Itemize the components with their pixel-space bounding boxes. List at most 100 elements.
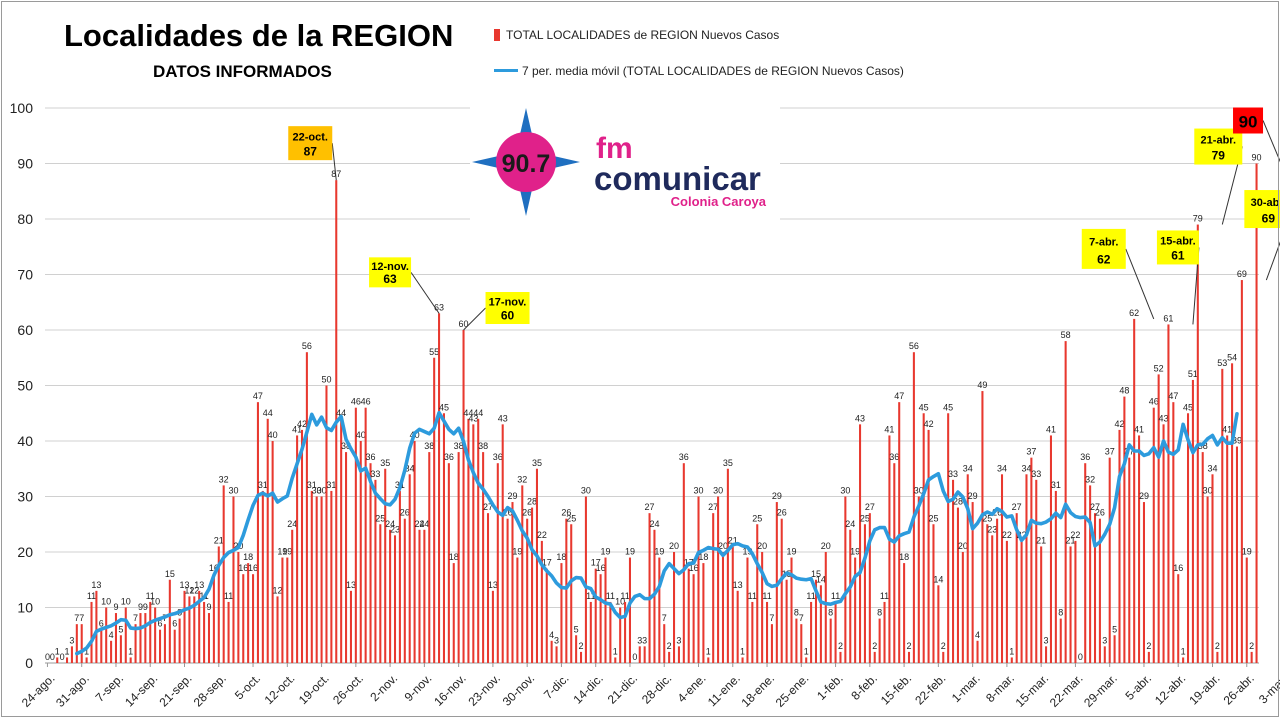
bar-value-label: 16 xyxy=(1173,563,1183,573)
bar xyxy=(1108,457,1111,663)
callout-leader xyxy=(1262,120,1280,163)
bar xyxy=(100,629,103,663)
bar xyxy=(222,485,225,663)
bar xyxy=(418,529,421,663)
bar-value-label: 42 xyxy=(1114,419,1124,429)
bar xyxy=(1030,457,1033,663)
bar-value-label: 41 xyxy=(1222,424,1232,434)
callout-value: 62 xyxy=(1097,252,1111,266)
y-tick-label: 30 xyxy=(17,489,33,505)
bar-value-label: 69 xyxy=(1237,269,1247,279)
bar xyxy=(873,651,876,663)
bar-value-label: 16 xyxy=(248,563,258,573)
bar-value-label: 17 xyxy=(542,558,552,568)
bar xyxy=(717,496,720,663)
bar-value-label: 1 xyxy=(55,646,60,656)
y-tick-label: 20 xyxy=(17,544,33,560)
bar xyxy=(340,418,343,663)
bar-value-label: 49 xyxy=(977,380,987,390)
bar xyxy=(981,391,984,663)
callout-leader xyxy=(1125,248,1155,320)
bar xyxy=(589,601,592,663)
x-tick-label: 24-ago. xyxy=(19,671,58,710)
bar-value-label: 4 xyxy=(109,630,114,640)
bar xyxy=(780,518,783,663)
bar-value-label: 24 xyxy=(649,519,659,529)
bar xyxy=(1221,368,1224,663)
bar-value-label: 6 xyxy=(99,619,104,629)
bar-value-label: 12 xyxy=(189,585,199,595)
bar-value-label: 56 xyxy=(302,341,312,351)
fm-comunicar-logo: 90.7 fm comunicar Colonia Caroya xyxy=(470,106,780,222)
callout-value: 90 xyxy=(1239,112,1258,131)
bar-value-label: 1 xyxy=(804,646,809,656)
bar xyxy=(668,651,671,663)
bar-value-label: 29 xyxy=(968,491,978,501)
x-tick-label: 22-mar. xyxy=(1047,671,1086,710)
bar xyxy=(1005,540,1008,663)
bar-value-label: 16 xyxy=(596,563,606,573)
bar-value-label: 3 xyxy=(676,635,681,645)
logo-brand-top: fm xyxy=(596,132,633,165)
bar-value-label: 34 xyxy=(1021,463,1031,473)
bar xyxy=(207,613,211,663)
bar xyxy=(114,613,118,663)
y-tick-label: 10 xyxy=(17,600,33,616)
bar xyxy=(531,507,534,663)
bar-value-label: 27 xyxy=(1090,502,1100,512)
bar-value-label: 22 xyxy=(1017,530,1027,540)
bar xyxy=(540,540,543,663)
bar xyxy=(746,557,749,663)
bar xyxy=(628,557,631,663)
bar-value-label: 30 xyxy=(914,486,924,496)
bar-value-label: 55 xyxy=(429,347,439,357)
bar-value-label: 41 xyxy=(1046,424,1056,434)
bar-value-label: 5 xyxy=(1112,624,1117,634)
bar xyxy=(976,640,979,663)
bar xyxy=(624,601,627,663)
bar-value-label: 36 xyxy=(444,452,454,462)
bar xyxy=(692,574,695,663)
bar-value-label: 22 xyxy=(537,530,547,540)
bar-value-label: 60 xyxy=(459,319,469,329)
bar-value-label: 14 xyxy=(933,574,943,584)
bar-value-label: 13 xyxy=(180,580,190,590)
bar-value-label: 20 xyxy=(718,541,728,551)
bar xyxy=(183,590,186,663)
bar-value-label: 9 xyxy=(113,602,118,612)
bar-value-label: 44 xyxy=(463,408,473,418)
bar-value-label: 0 xyxy=(632,652,637,662)
bar xyxy=(1035,479,1038,663)
bar-value-label: 25 xyxy=(928,513,938,523)
bar-value-label: 10 xyxy=(121,597,131,607)
bar-value-label: 12 xyxy=(273,585,283,595)
bar xyxy=(1103,646,1106,663)
bar-value-label: 21 xyxy=(214,535,224,545)
bar xyxy=(555,646,558,663)
bar-value-label: 27 xyxy=(1012,502,1022,512)
bar xyxy=(819,585,822,663)
bar xyxy=(296,435,299,663)
bar-value-label: 3 xyxy=(1102,635,1107,645)
bar xyxy=(1025,474,1028,663)
bar-value-label: 2 xyxy=(906,641,911,651)
bar xyxy=(188,596,191,663)
bar-value-label: 27 xyxy=(865,502,875,512)
bar xyxy=(1040,546,1043,663)
logo-brand-main: comunicar xyxy=(594,160,761,197)
bar xyxy=(217,546,220,663)
bar xyxy=(956,507,959,663)
bar xyxy=(379,524,382,663)
x-tick-label: 19-oct. xyxy=(296,671,332,707)
bar-value-label: 7 xyxy=(799,613,804,623)
bar-value-label: 14 xyxy=(816,574,826,584)
bar-value-label: 21 xyxy=(728,535,738,545)
y-tick-label: 60 xyxy=(17,322,33,338)
bar-value-label: 11 xyxy=(831,591,840,601)
bar xyxy=(242,574,245,663)
x-tick-label: 28-dic. xyxy=(639,671,674,706)
bar xyxy=(658,557,661,663)
bar-value-label: 25 xyxy=(375,513,385,523)
x-tick-label: 19-abr. xyxy=(1186,671,1222,707)
bar xyxy=(868,513,871,663)
